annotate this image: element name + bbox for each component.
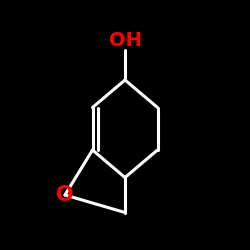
Text: OH: OH <box>108 31 142 50</box>
Text: O: O <box>56 185 74 205</box>
